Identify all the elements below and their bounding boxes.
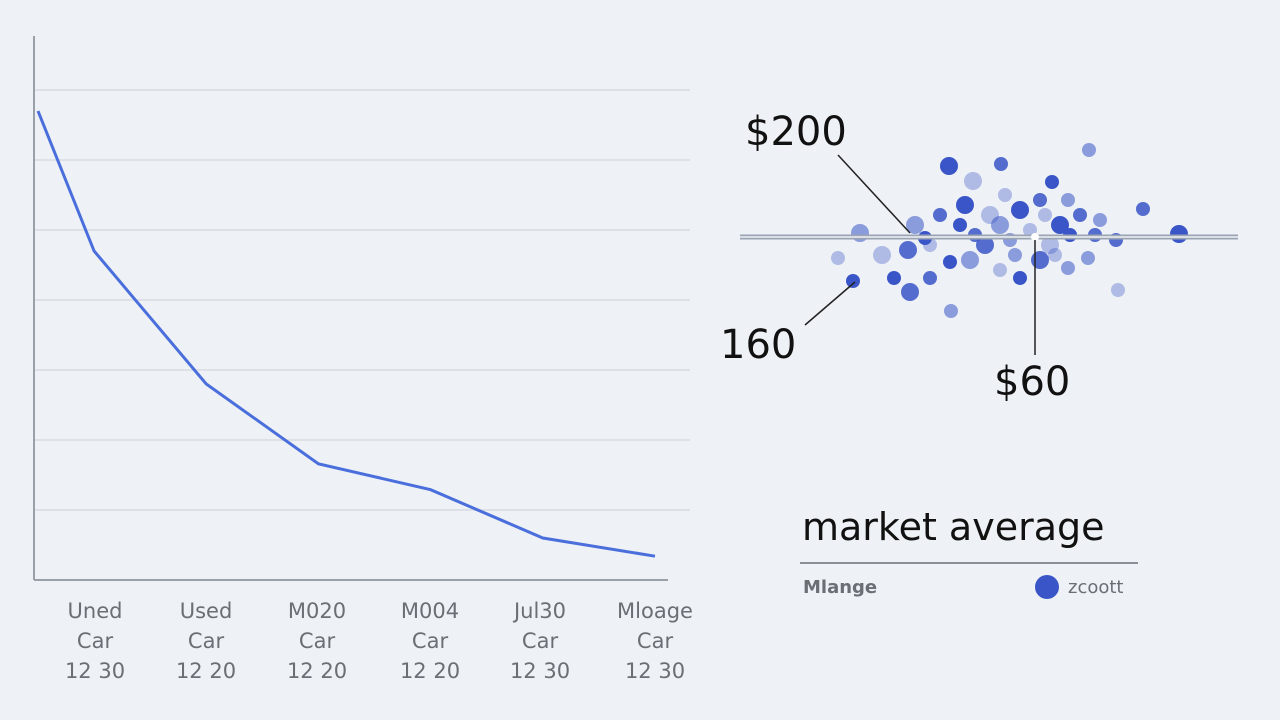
x-tick-label: Used bbox=[180, 599, 233, 623]
x-tick-label: M004 bbox=[401, 599, 459, 623]
scatter-point bbox=[1170, 225, 1188, 243]
x-tick-label: Uned bbox=[68, 599, 123, 623]
x-tick-label: 12 30 bbox=[510, 659, 570, 683]
scatter-point bbox=[1136, 202, 1150, 216]
scatter-point bbox=[1045, 175, 1059, 189]
scatter-points bbox=[831, 143, 1188, 318]
line-series bbox=[36, 110, 656, 558]
x-tick-label: 12 20 bbox=[287, 659, 347, 683]
scatter-point bbox=[943, 255, 957, 269]
scatter-point bbox=[1061, 193, 1075, 207]
scatter-point bbox=[1048, 248, 1062, 262]
x-tick-label: Car bbox=[412, 629, 449, 653]
scatter-point bbox=[1073, 208, 1087, 222]
scatter-point bbox=[1011, 201, 1029, 219]
scatter-point bbox=[956, 196, 974, 214]
scatter-point bbox=[953, 218, 967, 232]
scatter-point bbox=[899, 241, 917, 259]
scatter-point bbox=[933, 208, 947, 222]
average-marker bbox=[1031, 233, 1039, 241]
scatter-point bbox=[964, 172, 982, 190]
scatter-point bbox=[1081, 251, 1095, 265]
annotation-top: $200 bbox=[745, 109, 847, 155]
x-tick-label: Jul30 bbox=[512, 599, 566, 623]
scatter-point bbox=[1051, 216, 1069, 234]
x-tick-label: 12 20 bbox=[176, 659, 236, 683]
annotation-bottom: $60 bbox=[994, 359, 1070, 405]
x-tick-label: 12 20 bbox=[400, 659, 460, 683]
scatter-point bbox=[1008, 248, 1022, 262]
scatter-point bbox=[1038, 208, 1052, 222]
x-tick-label: M020 bbox=[288, 599, 346, 623]
legend-left-label: Mlange bbox=[803, 577, 877, 598]
scatter-point bbox=[998, 188, 1012, 202]
gridlines bbox=[34, 89, 690, 511]
scatter-point bbox=[944, 304, 958, 318]
scatter-point bbox=[846, 274, 860, 288]
scatter-point bbox=[1111, 283, 1125, 297]
scatter-point bbox=[1082, 143, 1096, 157]
x-tick-label: Car bbox=[77, 629, 114, 653]
scatter-point bbox=[1031, 251, 1049, 269]
scatter-point bbox=[976, 236, 994, 254]
annotation-leader-left bbox=[804, 281, 856, 326]
scatter-point bbox=[1061, 261, 1075, 275]
x-tick-labels: Uned Car 12 30 Used Car 12 20 M020 Car 12 20 M004… bbox=[65, 599, 693, 683]
scatter-point bbox=[906, 216, 924, 234]
legend-marker bbox=[1035, 575, 1059, 599]
scatter-point bbox=[940, 157, 958, 175]
x-tick-label: Car bbox=[188, 629, 225, 653]
x-tick-label: Car bbox=[299, 629, 336, 653]
scatter-point bbox=[1093, 213, 1107, 227]
scatter-point bbox=[923, 271, 937, 285]
x-tick-label: Mloage bbox=[617, 599, 693, 623]
x-tick-label: Car bbox=[522, 629, 559, 653]
scatter-point bbox=[1041, 236, 1059, 254]
scatter-point bbox=[887, 271, 901, 285]
scatter-point bbox=[994, 157, 1008, 171]
scatter-point bbox=[961, 251, 979, 269]
scatter-point bbox=[1013, 271, 1027, 285]
scatter-point bbox=[991, 216, 1009, 234]
scatter-point bbox=[831, 251, 845, 265]
x-tick-label: 12 30 bbox=[65, 659, 125, 683]
scatter-point bbox=[1033, 193, 1047, 207]
annotation-left: 160 bbox=[720, 322, 796, 368]
annotation-leader-top bbox=[837, 154, 911, 234]
scatter-point bbox=[901, 283, 919, 301]
legend-right-label: zcoott bbox=[1068, 577, 1124, 598]
scatter-title: market average bbox=[802, 505, 1105, 549]
scatter-point bbox=[993, 263, 1007, 277]
scatter-point bbox=[873, 246, 891, 264]
x-tick-label: 12 30 bbox=[625, 659, 685, 683]
x-tick-label: Car bbox=[637, 629, 674, 653]
